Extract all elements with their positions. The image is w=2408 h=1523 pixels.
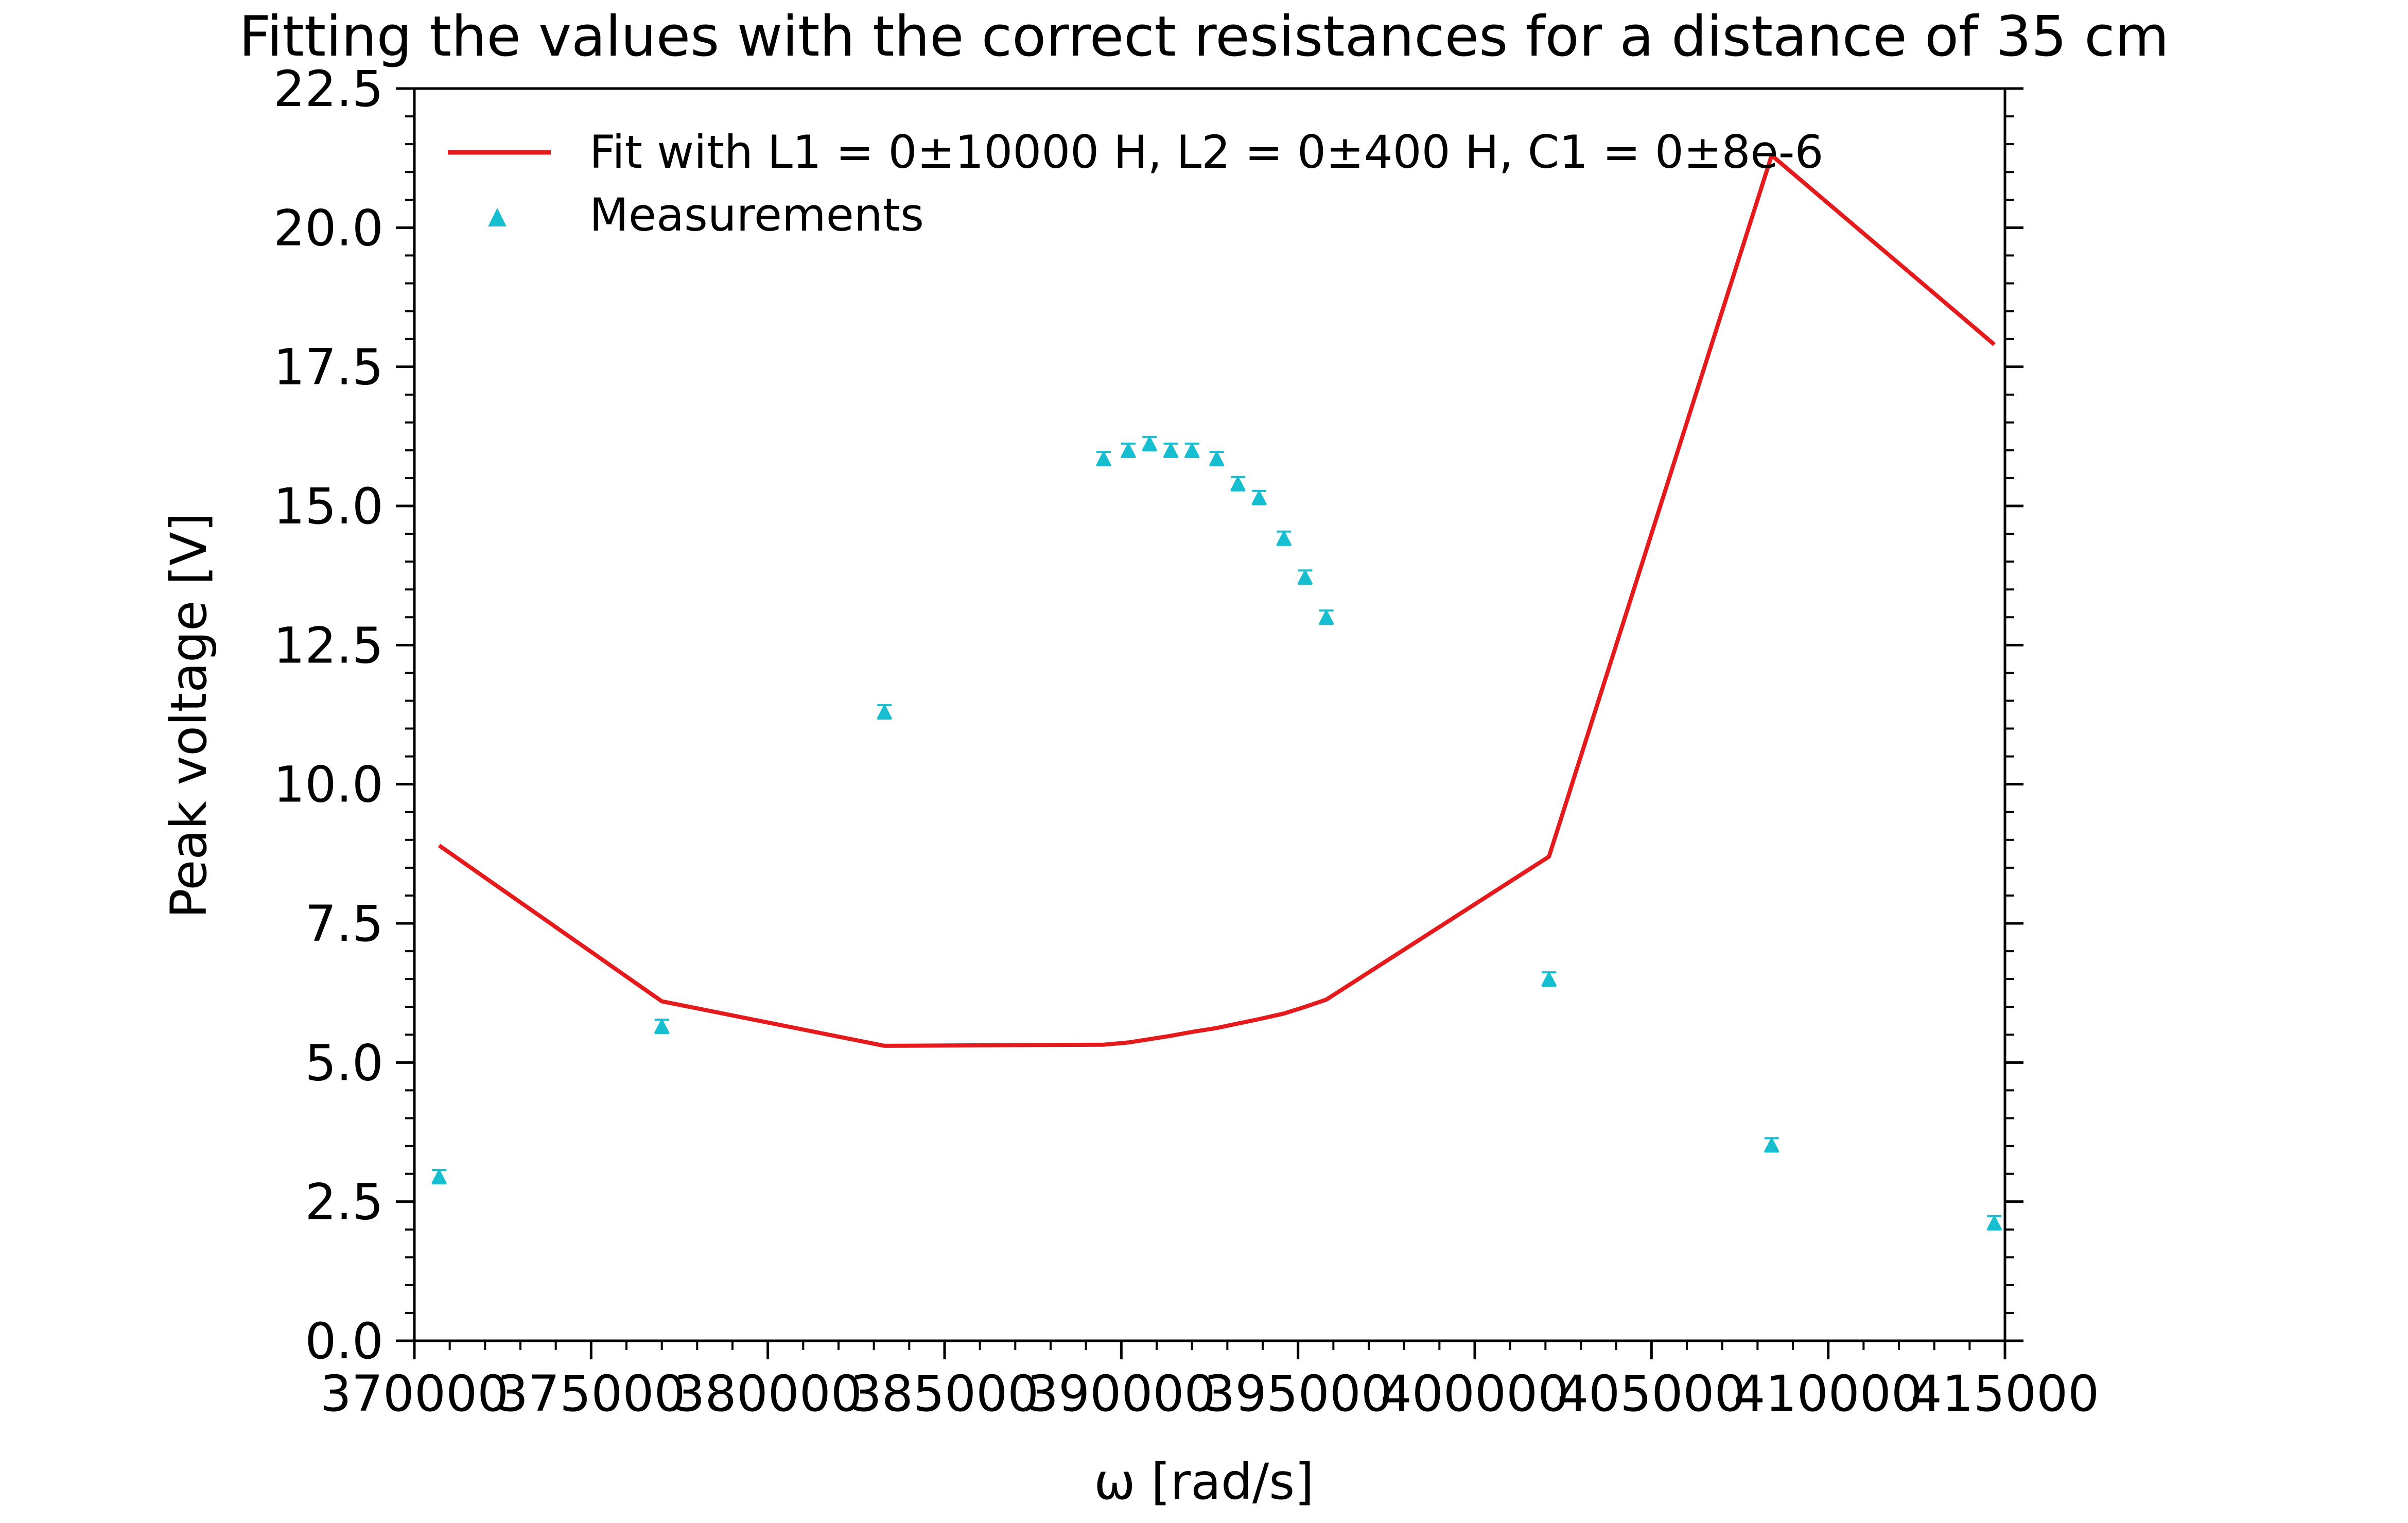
measurement-point (1184, 442, 1200, 458)
measurement-marker (1318, 609, 1334, 624)
measurement-point (1163, 442, 1179, 458)
y-tick-label: 12.5 (273, 617, 383, 674)
y-tick-label: 10.0 (273, 756, 383, 814)
measurement-point (1096, 450, 1111, 467)
x-tick-label: 380000 (673, 1365, 862, 1423)
measurement-marker (1142, 435, 1158, 450)
measurement-point (1230, 475, 1246, 492)
measurement-marker (1541, 971, 1557, 986)
measurement-marker (1986, 1214, 2002, 1230)
measurement-marker (1230, 475, 1246, 491)
y-tick-label: 22.5 (273, 60, 383, 118)
y-axis-label: Peak voltage [V] (160, 513, 218, 918)
measurement-point (1541, 971, 1557, 987)
x-tick-label: 375000 (497, 1365, 685, 1423)
measurement-point (1142, 435, 1158, 451)
x-tick-label: 370000 (320, 1365, 509, 1423)
x-tick-label: 390000 (1027, 1365, 1215, 1423)
plot-frame (413, 87, 2006, 1342)
y-tick-label: 7.5 (305, 895, 383, 953)
fit-line (438, 153, 1996, 1048)
x-tick-label: 400000 (1381, 1365, 1569, 1423)
y-tick-label: 20.0 (273, 199, 383, 257)
measurement-marker (1163, 442, 1179, 457)
y-tick-label: 5.0 (305, 1034, 383, 1092)
x-tick-label: 415000 (1911, 1365, 2099, 1423)
measurement-marker (877, 704, 893, 719)
measurement-marker (1121, 442, 1137, 457)
measurement-marker (1297, 569, 1313, 584)
legend-measurements-marker (488, 208, 507, 226)
measurement-point (1209, 450, 1225, 467)
measurement-point (1251, 489, 1267, 505)
measurement-point (1297, 569, 1313, 585)
measurement-marker (1184, 442, 1200, 457)
chart-title: Fitting the values with the correct resi… (239, 5, 2169, 69)
y-tick-label: 15.0 (273, 478, 383, 535)
x-axis-label: ω [rad/s] (1094, 1453, 1314, 1511)
y-tick-label: 0.0 (305, 1312, 383, 1370)
measurement-point (1318, 609, 1334, 625)
x-axis-ticks: 3700003750003800003850003900003950004000… (320, 1341, 2099, 1423)
measurement-point (1276, 530, 1292, 546)
measurement-point (877, 704, 893, 720)
x-tick-label: 410000 (1734, 1365, 1922, 1423)
legend-measurements-label: Measurements (589, 188, 924, 241)
measurement-marker (1251, 489, 1267, 504)
measurement-marker (431, 1168, 447, 1184)
measurement-point (1986, 1214, 2002, 1231)
measurement-point (1764, 1136, 1779, 1153)
measurement-point (1121, 442, 1137, 458)
x-tick-label: 405000 (1557, 1365, 1746, 1423)
measurement-marker (1209, 450, 1225, 466)
legend: Fit with L1 = 0±10000 H, L2 = 0±400 H, C… (448, 126, 1823, 241)
measurement-point (431, 1168, 447, 1184)
y-tick-label: 2.5 (305, 1174, 383, 1231)
x-tick-label: 385000 (850, 1365, 1039, 1423)
measurement-marker (654, 1018, 670, 1034)
y-tick-label: 17.5 (273, 339, 383, 396)
measurement-point (654, 1018, 670, 1035)
series-layer (431, 153, 2002, 1231)
measurement-marker (1764, 1136, 1779, 1152)
y-axis-ticks: 0.0 2.5 5.0 7.5 10.0 12.5 15.0 17.5 20.0 22.5 (273, 60, 2023, 1370)
measurement-marker (1096, 450, 1111, 466)
x-tick-label: 395000 (1203, 1365, 1392, 1423)
legend-fit-label: Fit with L1 = 0±10000 H, L2 = 0±400 H, C… (589, 126, 1823, 179)
measurement-marker (1276, 530, 1292, 545)
minor-ticks (405, 87, 2014, 1350)
plot-border (413, 87, 2006, 1342)
